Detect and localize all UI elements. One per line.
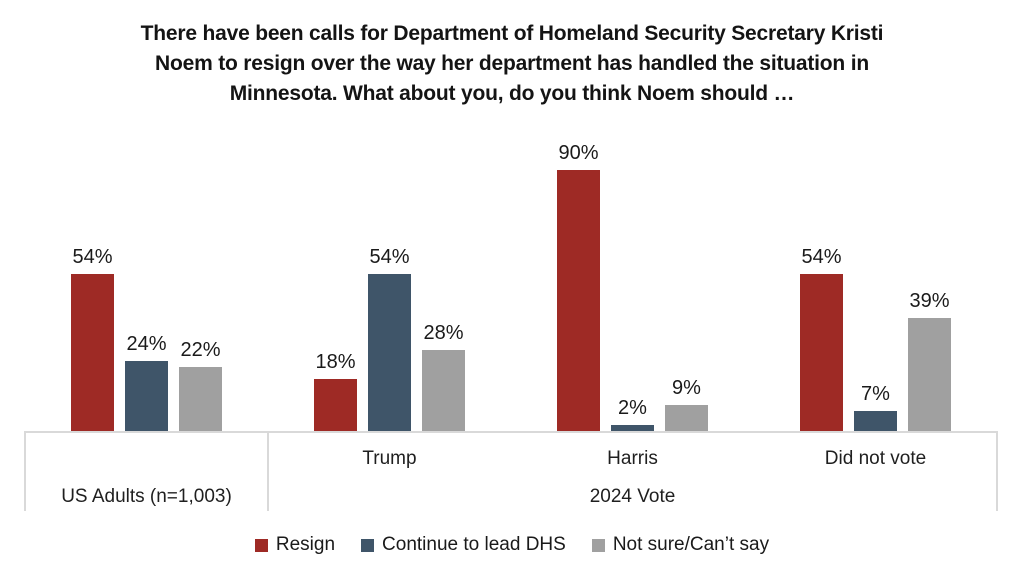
- bar-value-label: 39%: [909, 289, 950, 312]
- legend-label: Not sure/Can’t say: [612, 534, 770, 555]
- bar: [908, 317, 951, 432]
- x-axis-group-label: US Adults (n=1,003): [61, 486, 232, 507]
- bar: [854, 410, 897, 432]
- legend-label: Continue to lead DHS: [382, 534, 566, 555]
- legend-label: Resign: [275, 534, 336, 555]
- legend: Resign Continue to lead DHS Not sure/Can’t…: [0, 533, 1024, 557]
- bar: [665, 404, 708, 432]
- legend-swatch: [361, 538, 375, 552]
- axis-divider: [267, 431, 269, 511]
- x-axis-tick-label: Trump: [362, 448, 417, 469]
- bar-value-label: 7%: [861, 382, 890, 405]
- bar: [125, 361, 168, 432]
- legend-item: Continue to lead DHS: [361, 534, 566, 556]
- bar: [179, 367, 222, 432]
- bar: [557, 170, 600, 432]
- bar: [71, 274, 114, 432]
- bar-value-label: 28%: [423, 321, 464, 344]
- bar: [800, 274, 843, 432]
- bar: [611, 425, 654, 432]
- x-axis-tick-label: Did not vote: [824, 448, 927, 469]
- bar-value-label: 54%: [72, 246, 113, 269]
- bar-value-label: 24%: [126, 333, 167, 356]
- legend-swatch: [591, 538, 605, 552]
- bar: [368, 274, 411, 432]
- bar-value-label: 2%: [618, 397, 647, 420]
- x-axis-tick-label: Harris: [607, 448, 658, 469]
- legend-item: Resign: [254, 534, 336, 556]
- bar-value-label: 9%: [672, 376, 701, 399]
- chart-title: There have been calls for Department of …: [140, 22, 884, 105]
- bar-value-label: 90%: [558, 142, 599, 164]
- bar-value-label: 18%: [315, 350, 356, 373]
- axis-divider: [996, 431, 998, 511]
- x-axis-line: [25, 431, 997, 433]
- bar: [314, 378, 357, 432]
- legend-item: Not sure/Can’t say: [591, 534, 770, 556]
- bar-value-label: 54%: [369, 246, 410, 269]
- x-axis-group-label: 2024 Vote: [589, 486, 676, 507]
- bar-value-label: 54%: [801, 246, 842, 269]
- bar-value-label: 22%: [180, 339, 221, 362]
- legend-swatch: [254, 538, 268, 552]
- axis-divider: [24, 431, 26, 511]
- bar: [422, 349, 465, 432]
